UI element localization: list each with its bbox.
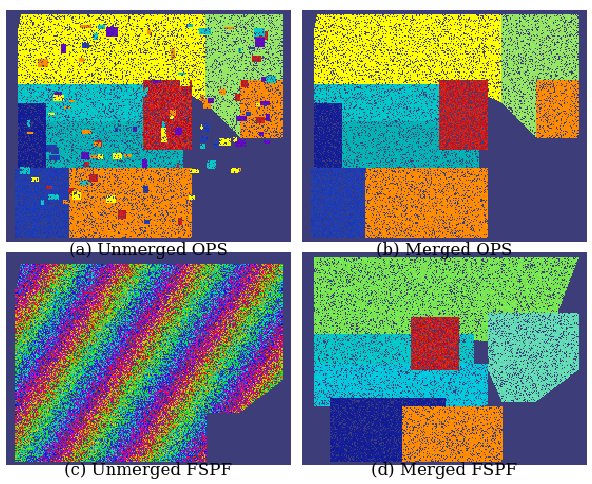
Text: (c) Unmerged FSPF: (c) Unmerged FSPF — [64, 462, 232, 479]
Text: (b) Merged OPS: (b) Merged OPS — [376, 242, 512, 259]
Text: (a) Unmerged OPS: (a) Unmerged OPS — [69, 242, 227, 259]
Text: (d) Merged FSPF: (d) Merged FSPF — [371, 462, 517, 479]
